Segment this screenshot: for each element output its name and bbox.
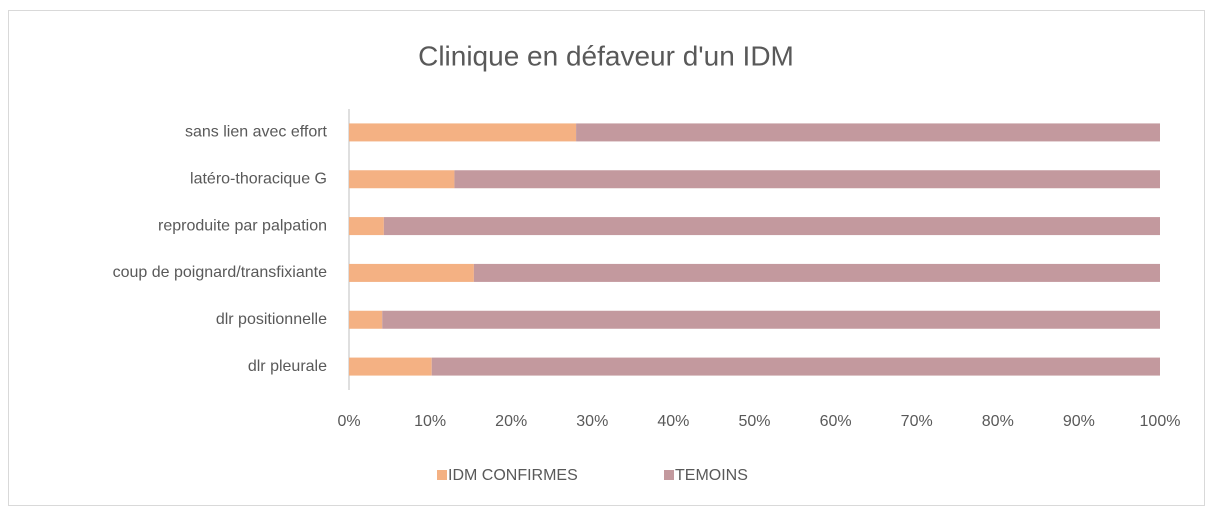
- bar-segment: [349, 217, 384, 236]
- chart-title: Clinique en défaveur d'un IDM: [418, 40, 794, 71]
- bar-segment: [349, 263, 474, 282]
- x-tick-label: 90%: [1063, 413, 1095, 430]
- bar-segment: [454, 170, 1160, 189]
- chart-border: [8, 10, 1205, 506]
- legend-label: IDM CONFIRMES: [448, 467, 578, 484]
- x-tick-label: 70%: [901, 413, 933, 430]
- bar-segment: [349, 123, 577, 142]
- y-tick-label: sans lien avec effort: [185, 124, 328, 141]
- x-tick-label: 40%: [657, 413, 689, 430]
- bar-segment: [382, 310, 1161, 329]
- x-tick-label: 0%: [337, 413, 360, 430]
- y-tick-label: dlr pleurale: [248, 358, 327, 375]
- x-tick-label: 100%: [1140, 413, 1181, 430]
- bar-segment: [431, 357, 1160, 376]
- legend-label: TEMOINS: [675, 467, 748, 484]
- bar-segment: [349, 170, 455, 189]
- bar-segment: [473, 263, 1160, 282]
- y-tick-label: dlr positionnelle: [216, 311, 327, 328]
- bar-segment: [349, 357, 432, 376]
- y-tick-label: reproduite par palpation: [158, 217, 327, 234]
- bar-segment: [576, 123, 1160, 142]
- x-tick-label: 30%: [576, 413, 608, 430]
- x-tick-label: 20%: [495, 413, 527, 430]
- legend-swatch: [664, 470, 674, 480]
- legend-swatch: [437, 470, 447, 480]
- x-tick-label: 10%: [414, 413, 446, 430]
- x-tick-label: 80%: [982, 413, 1014, 430]
- x-tick-label: 60%: [820, 413, 852, 430]
- bar-segment: [383, 217, 1160, 236]
- y-tick-label: latéro-thoracique G: [190, 170, 327, 187]
- bar-segment: [349, 310, 383, 329]
- x-tick-label: 50%: [738, 413, 770, 430]
- y-tick-label: coup de poignard/transfixiante: [113, 264, 327, 281]
